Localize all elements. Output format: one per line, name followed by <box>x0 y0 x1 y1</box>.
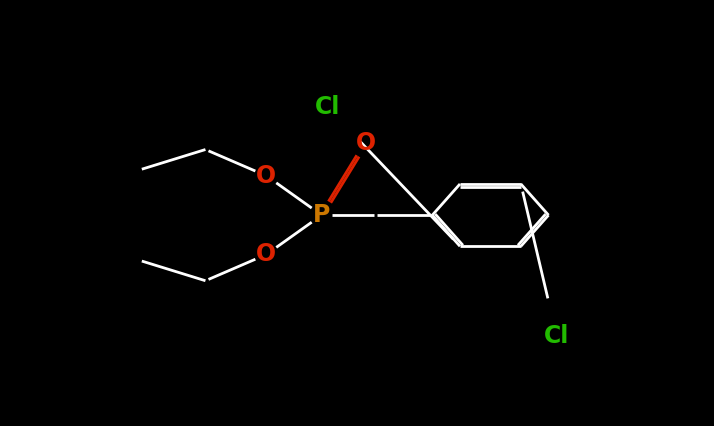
Text: O: O <box>256 164 276 188</box>
Text: P: P <box>313 203 331 227</box>
Text: Cl: Cl <box>314 95 340 119</box>
Text: O: O <box>356 131 376 155</box>
Text: Cl: Cl <box>544 325 570 348</box>
Text: O: O <box>256 242 276 267</box>
